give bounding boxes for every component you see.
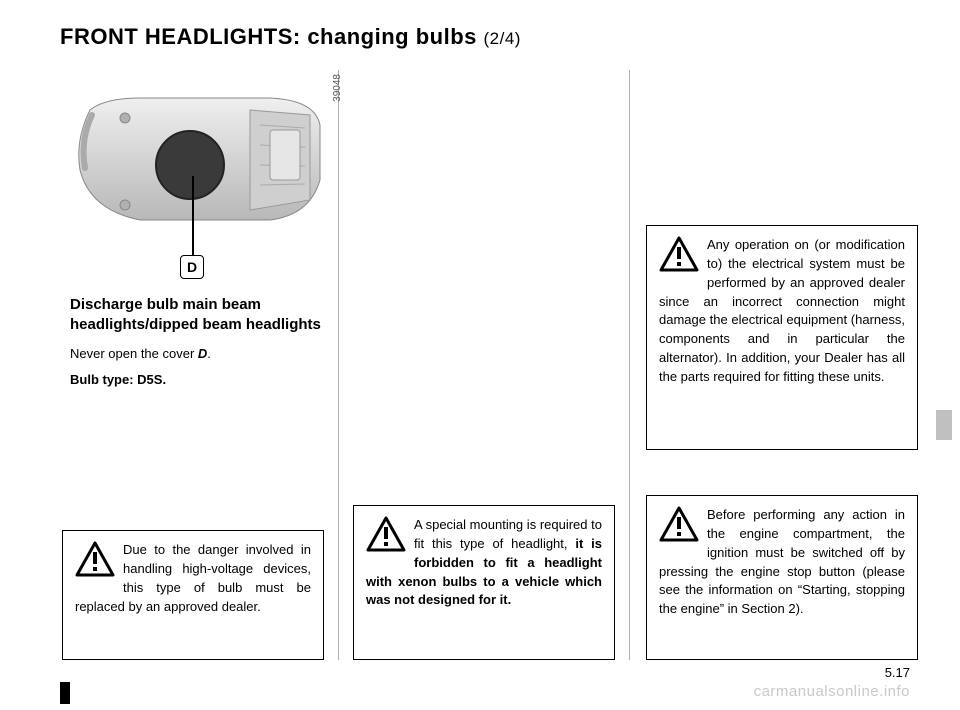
- warning-icon: [659, 236, 699, 272]
- warn2-pre: A special mounting is re­quired to fit t…: [414, 517, 602, 551]
- column-2-inner: A special mounting is re­quired to fit t…: [351, 70, 629, 660]
- warning-icon: [659, 506, 699, 542]
- warning-box-high-voltage: Due to the danger involved in handling h…: [62, 530, 324, 660]
- warning-box-ignition-off: Before performing any action in the engi…: [646, 495, 918, 660]
- warning-icon: [366, 516, 406, 552]
- manual-page: FRONT HEADLIGHTS: changing bulbs (2/4) 3…: [0, 0, 960, 710]
- headlight-illustration: [70, 70, 328, 245]
- warning-icon: [75, 541, 115, 577]
- watermark: carmanualsonline.info: [754, 683, 910, 700]
- page-number: 5.17: [885, 665, 910, 680]
- warning-box-electrical: Any operation on (or modi­fication to) t…: [646, 225, 918, 450]
- column-2: A special mounting is re­quired to fit t…: [351, 70, 630, 660]
- callout-badge-D: D: [180, 255, 204, 279]
- never-open-line: Never open the cover D.: [70, 344, 328, 364]
- section-tab: [936, 410, 952, 440]
- bulb-type-line: Bulb type: D5S.: [70, 370, 328, 390]
- never-open-pre: Never open the cover: [70, 346, 198, 361]
- columns: 39048: [60, 70, 920, 660]
- column-3: Any operation on (or modi­fication to) t…: [642, 70, 920, 660]
- column-1-inner: 39048: [60, 70, 338, 660]
- title-main: FRONT HEADLIGHTS: changing bulbs: [60, 24, 483, 49]
- callout-leader: [192, 176, 194, 256]
- page-title: FRONT HEADLIGHTS: changing bulbs (2/4): [60, 24, 920, 50]
- never-open-post: .: [207, 346, 211, 361]
- warning-box-xenon-fit: A special mounting is re­quired to fit t…: [353, 505, 615, 660]
- figure-code: 39048: [332, 74, 343, 102]
- foot-crop-mark: [60, 682, 70, 704]
- never-open-letter: D: [198, 346, 207, 361]
- column-3-inner: Any operation on (or modi­fication to) t…: [642, 70, 920, 660]
- column-1: 39048: [60, 70, 339, 660]
- title-part: (2/4): [483, 29, 520, 48]
- section-heading: Discharge bulb main beam headlights/dipp…: [70, 295, 328, 334]
- headlight-figure: 39048: [70, 70, 328, 245]
